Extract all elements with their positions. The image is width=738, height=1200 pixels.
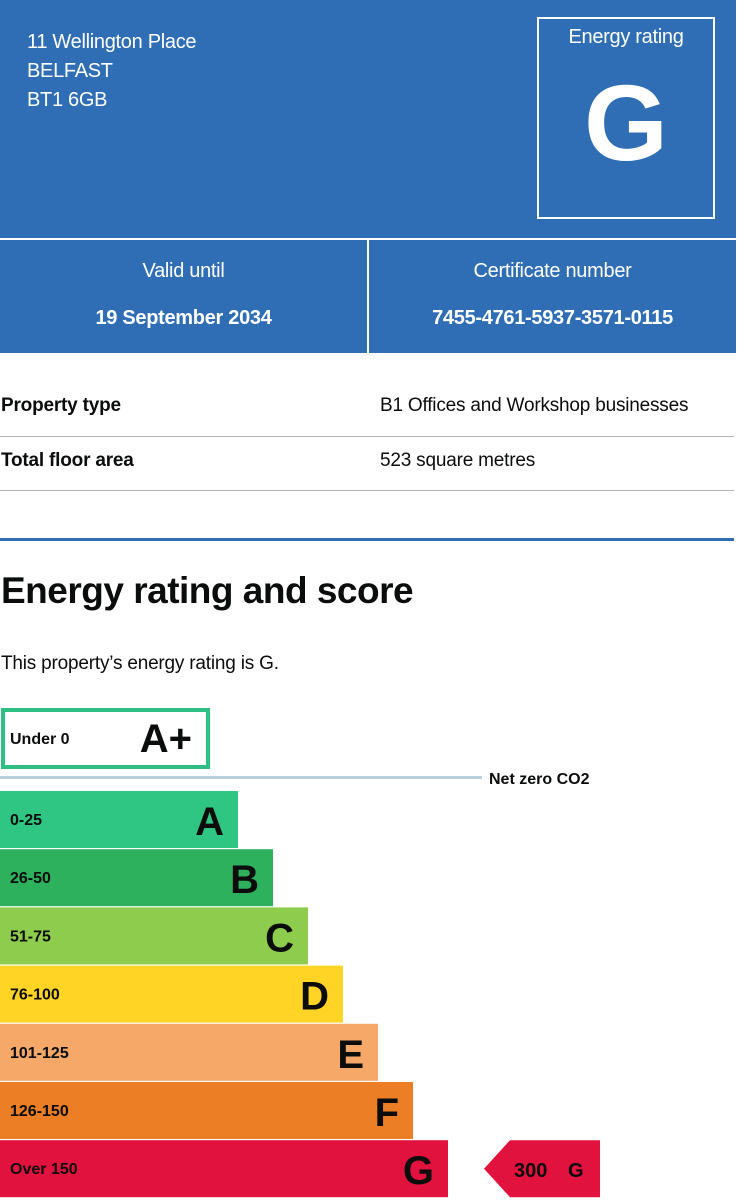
- energy-rating-chart: Under 0 A+ Net zero CO2 0-25 A 26-50 B 51-75 C 76…: [0, 708, 600, 1198]
- address-line-2: BELFAST: [27, 60, 113, 82]
- valid-until-label: Valid until: [142, 260, 225, 282]
- section-rule: [0, 538, 734, 541]
- band-range-e: 101-125: [10, 1045, 69, 1062]
- band-range-b: 26-50: [10, 870, 51, 887]
- band-range-a: 0-25: [10, 812, 42, 829]
- property-type-key: Property type: [1, 395, 121, 416]
- band-bar-e: [0, 1023, 378, 1081]
- band-letter-b: B: [230, 858, 259, 902]
- band-bar-c: [0, 907, 308, 965]
- band-bar-a-plus: [1, 708, 210, 769]
- current-rating-letter: G: [568, 1160, 584, 1182]
- band-range-f: 126-150: [10, 1103, 69, 1120]
- valid-until-cell: Valid until 19 September 2034: [0, 240, 367, 353]
- floor-area-value: 523 square metres: [380, 450, 536, 471]
- band-bar-g: [0, 1140, 448, 1198]
- floor-area-key: Total floor area: [1, 450, 134, 471]
- rating-statement: This property’s energy rating is G.: [1, 653, 279, 674]
- certificate-number-value: 7455-4761-5937-3571-0115: [432, 307, 673, 329]
- address-line-3: BT1 6GB: [27, 89, 108, 111]
- band-letter-d: D: [300, 975, 329, 1019]
- band-bar-d: [0, 965, 343, 1023]
- certificate-number-label: Certificate number: [473, 260, 632, 282]
- band-bar-f: [0, 1082, 413, 1139]
- current-rating-pointer: [484, 1140, 600, 1198]
- certificate-header: 11 Wellington Place BELFAST BT1 6GB Ener…: [0, 0, 736, 353]
- band-bar-b: [0, 849, 273, 907]
- certificate-number-cell: Certificate number 7455-4761-5937-3571-0…: [369, 240, 736, 353]
- band-letter-c: C: [265, 916, 294, 960]
- band-letter-a: A: [195, 800, 224, 844]
- summary-row-property-type: Property type B1 Offices and Workshop bu…: [0, 383, 734, 437]
- summary-row-floor-area: Total floor area 523 square metres: [0, 437, 734, 491]
- band-range-c: 51-75: [10, 928, 51, 945]
- property-address: 11 Wellington Place BELFAST BT1 6GB: [27, 28, 197, 115]
- energy-rating-letter: G: [583, 62, 668, 183]
- band-bar-a: [0, 791, 238, 848]
- band-letter-e: E: [337, 1033, 364, 1077]
- band-letter-f: F: [375, 1091, 399, 1135]
- valid-until-value: 19 September 2034: [95, 307, 272, 329]
- property-type-value: B1 Offices and Workshop businesses: [380, 395, 689, 416]
- current-rating-score: 300: [514, 1160, 547, 1182]
- band-range-g: Over 150: [10, 1161, 78, 1178]
- header-divider-vertical: [367, 238, 369, 353]
- band-range-d: 76-100: [10, 987, 60, 1004]
- address-line-1: 11 Wellington Place: [27, 31, 197, 53]
- band-range-a-plus: Under 0: [10, 731, 70, 748]
- energy-rating-box: Energy rating G: [537, 17, 715, 219]
- band-letter-a-plus: A+: [140, 717, 192, 761]
- band-letter-g: G: [403, 1149, 434, 1193]
- net-zero-label: Net zero CO2: [489, 771, 590, 788]
- energy-rating-label: Energy rating: [568, 26, 684, 48]
- section-heading: Energy rating and score: [1, 570, 414, 611]
